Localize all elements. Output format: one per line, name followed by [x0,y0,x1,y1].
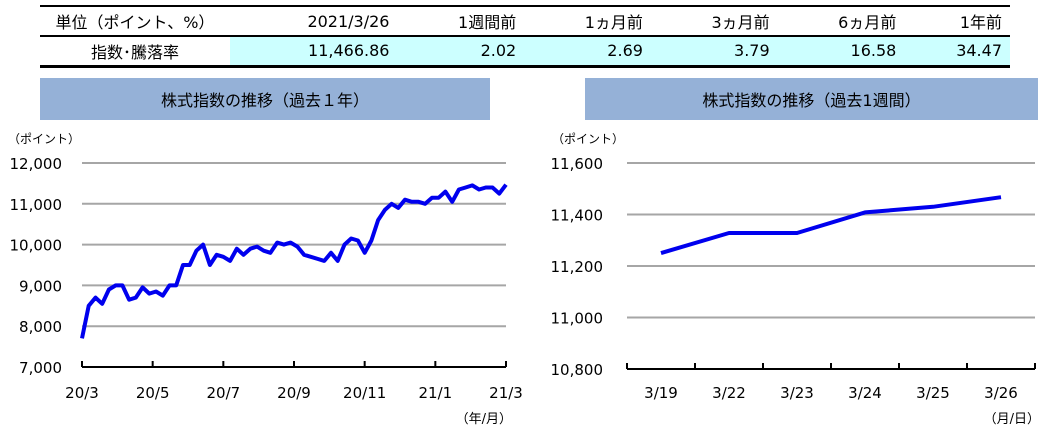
x-tick-label: 20/9 [277,384,311,402]
x-tick-label: 20/5 [136,384,170,402]
y-tick-label: 10,000 [10,237,63,255]
header-1y: 1年前 [959,13,1002,32]
y-tick-label: 11,600 [551,155,604,173]
x-tick-label: 21/1 [418,384,452,402]
y-tick-label: 9,000 [19,277,62,295]
series-line-1w [660,195,1002,256]
x-tick-label: 3/23 [780,384,814,402]
table-row: 指数･騰落率 11,466.86 2.02 2.69 3.79 16.58 34… [40,36,1010,66]
x-tick-label: 3/26 [984,384,1018,402]
y-tick-label: 10,800 [551,361,604,379]
y-tick-label: 11,200 [551,258,604,276]
y-tick-label: 12,000 [10,155,63,173]
x-tick-label: 20/7 [206,384,240,402]
header-unit: 単位（ポイント、%） [55,13,215,32]
header-1w: 1週間前 [458,13,517,32]
cell-index: 11,466.86 [230,36,398,66]
x-axis-unit: （月/日） [984,412,1040,427]
series-line-1y [80,183,508,339]
cell-1w: 2.02 [397,36,525,66]
header-3m: 3ヵ月前 [711,13,770,32]
y-tick-label: 11,400 [551,207,604,225]
y-tick-label: 11,000 [551,310,604,328]
x-tick-label: 21/3 [489,384,523,402]
cell-1m: 2.69 [524,36,651,66]
x-axis-unit: （年/月） [456,412,512,427]
x-tick-label: 3/22 [712,384,746,402]
y-axis-unit: （ポイント） [8,132,80,146]
table-header-row: 単位（ポイント、%） 2021/3/26 1週間前 1ヵ月前 3ヵ月前 6ヵ月前… [40,6,1010,36]
cell-6m: 16.58 [777,36,905,66]
row-label: 指数･騰落率 [90,42,179,62]
x-tick-label: 20/11 [343,384,386,402]
x-tick-label: 3/24 [848,384,882,402]
header-date: 2021/3/26 [307,11,390,31]
header-6m: 6ヵ月前 [838,13,897,32]
chart-title-1w: 株式指数の推移（過去1週間） [585,78,1038,120]
chart-title-1y: 株式指数の推移（過去１年） [40,78,490,120]
x-tick-label: 3/19 [644,384,678,402]
y-tick-label: 11,000 [10,196,63,214]
x-tick-label: 20/3 [65,384,99,402]
index-summary-table: 単位（ポイント、%） 2021/3/26 1週間前 1ヵ月前 3ヵ月前 6ヵ月前… [40,5,1010,68]
y-tick-label: 7,000 [19,359,62,377]
x-tick-label: 3/25 [916,384,950,402]
y-axis-unit: （ポイント） [552,132,624,146]
cell-1y: 34.47 [904,36,1010,66]
cell-3m: 3.79 [650,36,778,66]
y-tick-label: 8,000 [19,318,62,336]
header-1m: 1ヵ月前 [584,13,643,32]
